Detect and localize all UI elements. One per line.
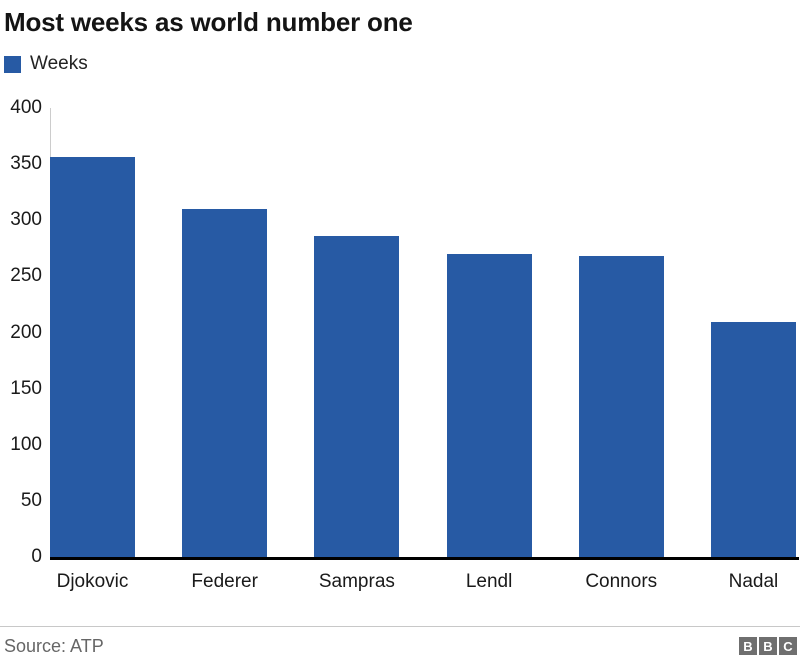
y-axis-tick-label: 150 <box>10 377 42 399</box>
legend: Weeks <box>4 53 88 74</box>
x-axis-label-nadal: Nadal <box>728 571 779 592</box>
x-axis-category-labels: Djokovic Federer Sampras Lendl Connors Nadal <box>50 571 796 593</box>
source-note: Source: ATP <box>4 636 104 656</box>
legend-swatch-icon <box>4 55 21 73</box>
y-axis-tick-label: 50 <box>20 489 42 511</box>
legend-label: Weeks <box>30 53 88 74</box>
bar-lendl <box>446 253 532 557</box>
x-axis-line <box>50 557 799 560</box>
bar-federer <box>182 209 268 557</box>
bar-series <box>50 108 796 557</box>
bbc-logo: B B C <box>739 637 797 655</box>
y-axis-tick-label: 400 <box>10 97 42 118</box>
y-axis-tick-label: 200 <box>10 321 42 343</box>
bbc-logo-block: C <box>779 637 797 655</box>
x-axis-label-connors: Connors <box>585 571 658 592</box>
bar-nadal <box>710 322 796 557</box>
bar-djokovic <box>50 157 135 557</box>
x-axis-label-sampras: Sampras <box>318 571 395 592</box>
bar-connors <box>578 256 664 557</box>
bbc-logo-block: B <box>739 637 757 655</box>
y-axis-tick-label: 350 <box>10 153 42 175</box>
x-axis-label-lendl: Lendl <box>465 571 513 592</box>
y-axis-tick-label: 300 <box>10 209 42 231</box>
x-axis-label-federer: Federer <box>191 571 258 592</box>
y-axis-tick-label: 250 <box>10 265 42 287</box>
bar-sampras <box>314 235 400 557</box>
y-axis-tick-labels: 0 50 100 150 200 250 300 350 400 <box>0 97 42 567</box>
plot-area: 0 50 100 150 200 250 300 350 400 <box>10 97 799 567</box>
chart-title: Most weeks as world number one <box>4 7 413 37</box>
x-axis-label-djokovic: Djokovic <box>56 571 129 592</box>
y-axis-tick-label: 100 <box>10 433 42 455</box>
footer-divider <box>0 626 800 627</box>
bbc-logo-block: B <box>759 637 777 655</box>
y-axis-tick-label: 0 <box>31 546 42 567</box>
